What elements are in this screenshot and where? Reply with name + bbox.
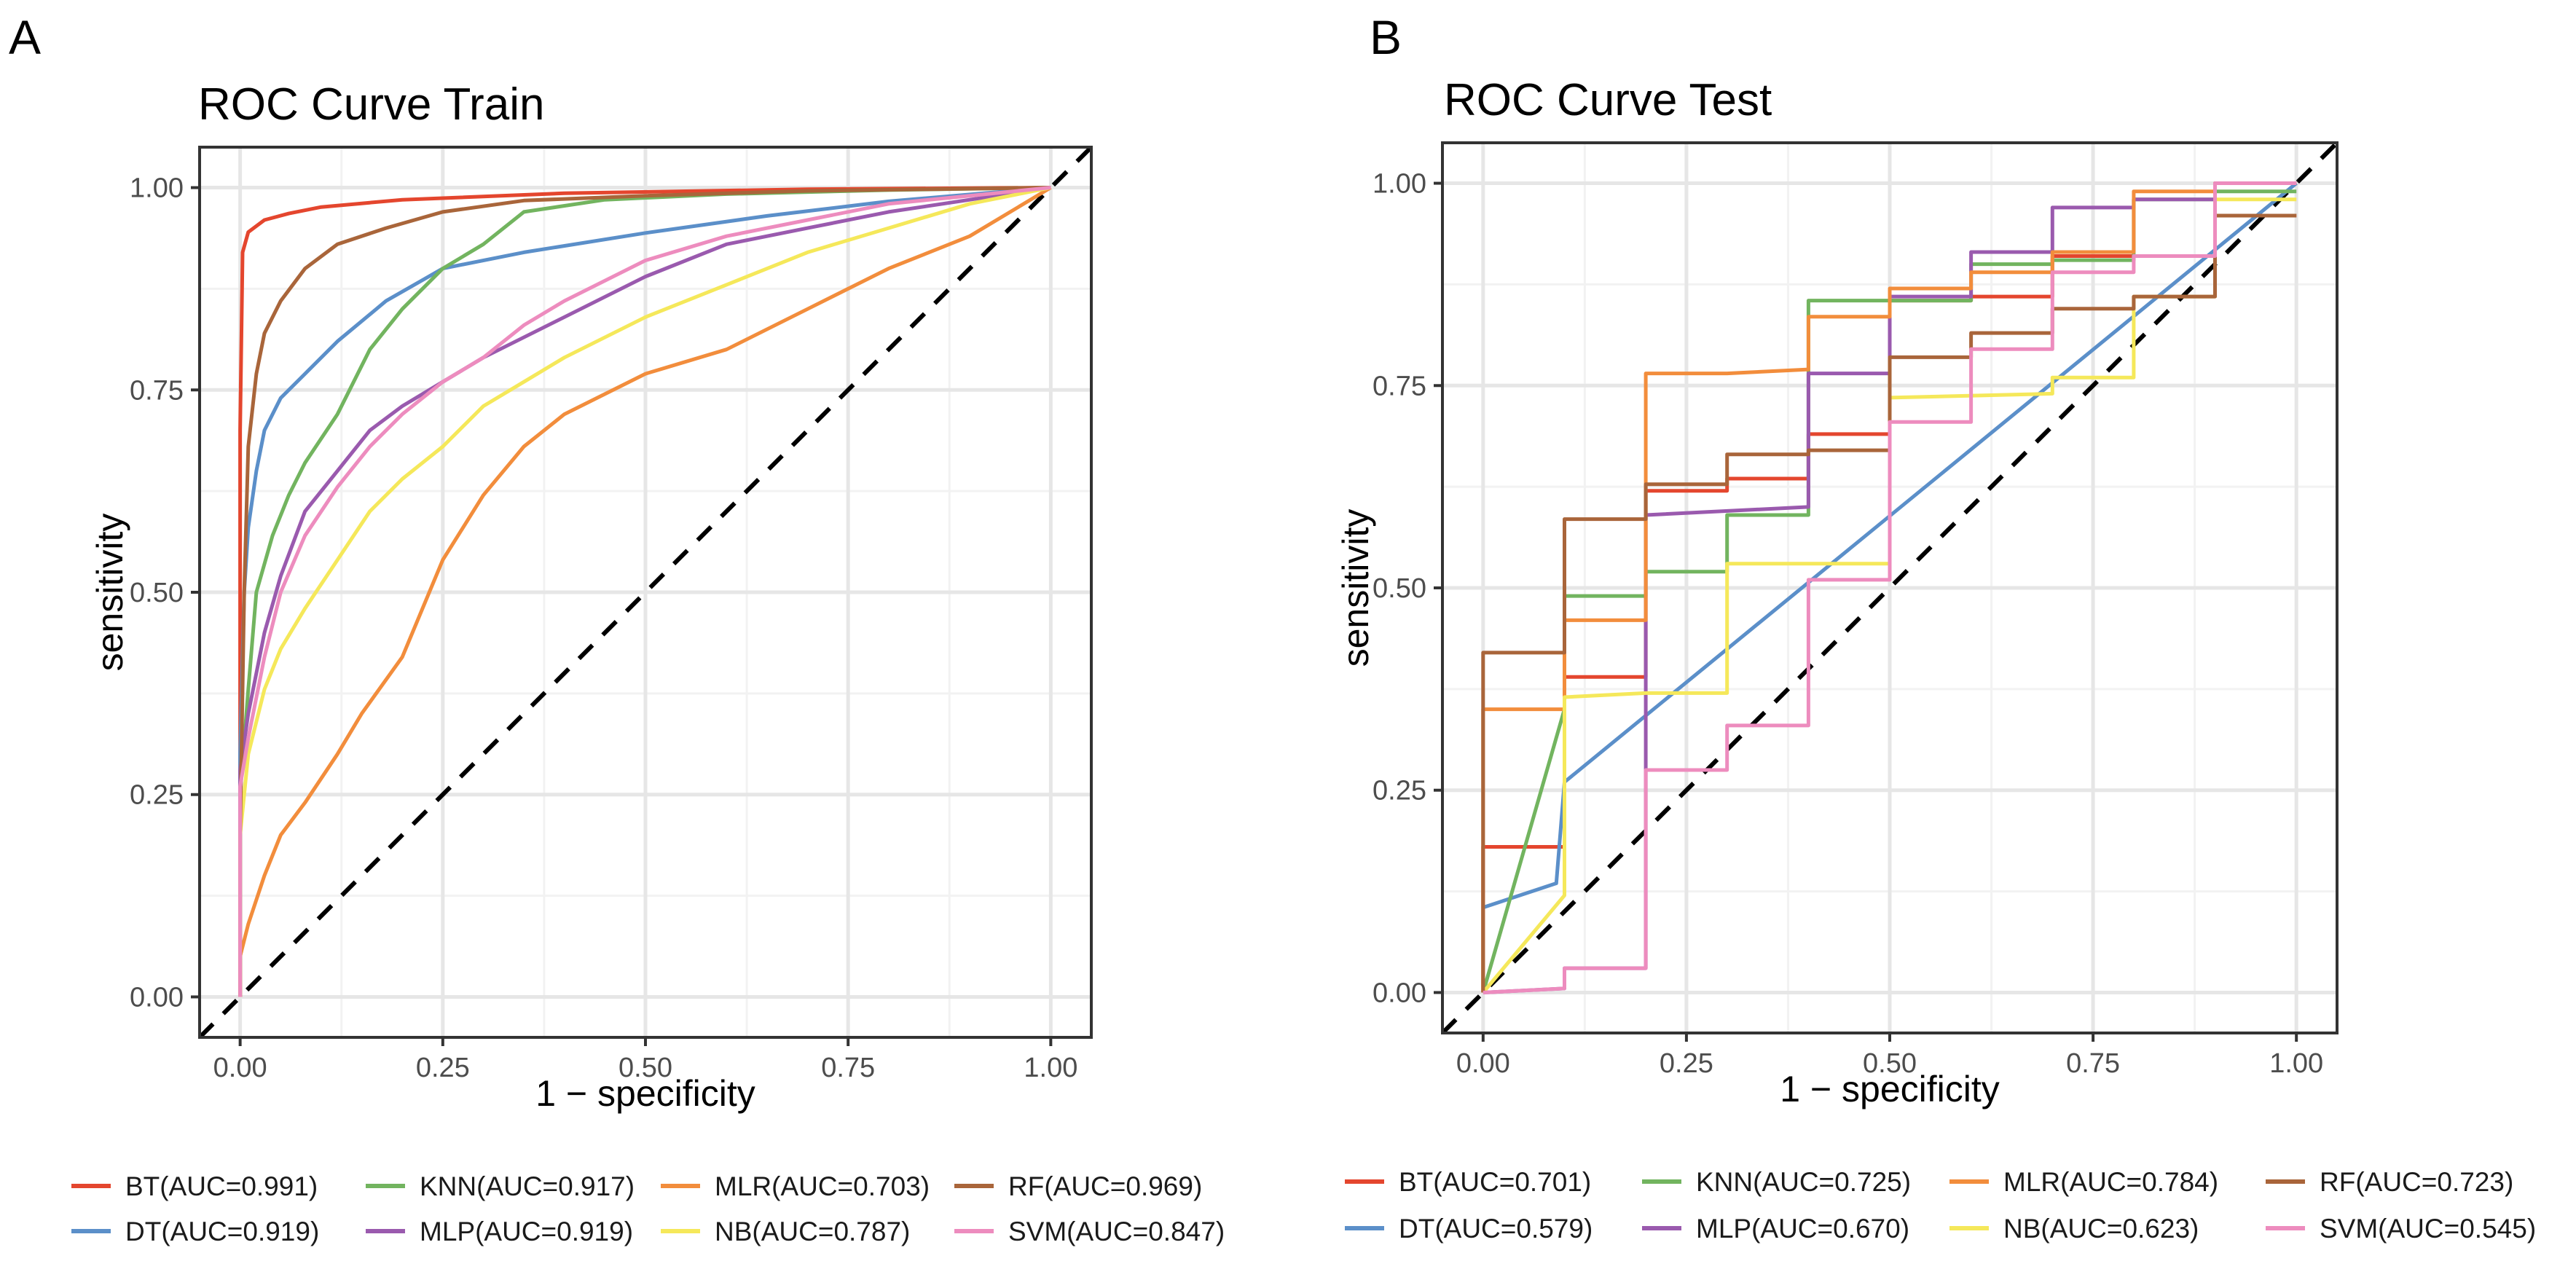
x-axis-label: 1 − specificity <box>1780 1069 2000 1109</box>
x-tick-label: 0.25 <box>1660 1048 1713 1079</box>
x-tick-label: 0.25 <box>416 1053 470 1083</box>
series-line-bt <box>238 186 1051 997</box>
y-tick-label: 1.00 <box>1373 169 1426 200</box>
panel-a-letter: A <box>9 10 41 64</box>
legend: BT(AUC=0.701) DT(AUC=0.579) KNN(AUC=0.725)… <box>1345 1167 2536 1244</box>
legend-label-nb: NB(AUC=0.787) <box>715 1217 910 1246</box>
x-tick-label: 0.00 <box>1456 1048 1510 1079</box>
legend-label-mlr: MLR(AUC=0.784) <box>2003 1167 2218 1197</box>
legend-label-rf: RF(AUC=0.969) <box>1008 1171 1202 1201</box>
y-tick-label: 0.00 <box>130 982 184 1013</box>
x-tick-label: 0.75 <box>821 1053 875 1083</box>
y-tick-label: 0.75 <box>130 375 184 406</box>
series-line-mlr <box>238 186 1052 997</box>
legend-label-mlp: MLP(AUC=0.670) <box>1696 1214 1909 1244</box>
y-tick-label: 0.25 <box>1373 776 1426 806</box>
panel-a-title: ROC Curve Train <box>198 79 544 130</box>
x-tick-label: 0.50 <box>1863 1048 1917 1079</box>
reference-diagonal <box>200 147 1091 1037</box>
y-axis-label: sensitivity <box>1335 509 1376 667</box>
reference-diagonal <box>1442 143 2337 1033</box>
legend-label-nb: NB(AUC=0.623) <box>2003 1214 2199 1244</box>
series-line-svm <box>238 186 1051 997</box>
x-tick-label: 1.00 <box>2269 1048 2323 1079</box>
y-tick-label: 0.75 <box>1373 371 1426 401</box>
x-tick-label: 0.75 <box>2066 1048 2120 1079</box>
legend-label-svm: SVM(AUC=0.847) <box>1008 1217 1225 1246</box>
y-tick-label: 0.50 <box>1373 573 1426 604</box>
legend-label-bt: BT(AUC=0.701) <box>1399 1167 1591 1197</box>
y-tick-label: 0.00 <box>1373 978 1426 1008</box>
series-line-nb <box>238 186 1051 997</box>
x-tick-label: 0.50 <box>619 1053 672 1083</box>
legend-label-mlr: MLR(AUC=0.703) <box>715 1171 930 1201</box>
legend-label-knn: KNN(AUC=0.725) <box>1696 1167 1911 1197</box>
panel-b-title: ROC Curve Test <box>1444 75 1772 125</box>
legend: BT(AUC=0.991) DT(AUC=0.919) KNN(AUC=0.917)… <box>71 1171 1225 1246</box>
y-axis-label: sensitivity <box>90 514 130 672</box>
legend-label-dt: DT(AUC=0.919) <box>125 1217 319 1246</box>
y-tick-label: 1.00 <box>130 173 184 204</box>
series-line-bt <box>1481 213 2297 993</box>
legend-label-bt: BT(AUC=0.991) <box>125 1171 318 1201</box>
series-line-mlr <box>1481 181 2297 993</box>
series-line-mlp <box>238 186 1051 997</box>
x-axis-label: 1 − specificity <box>535 1073 755 1114</box>
legend-label-knn: KNN(AUC=0.917) <box>420 1171 635 1201</box>
series-line-rf <box>238 186 1051 997</box>
y-tick-label: 0.25 <box>130 780 184 811</box>
legend-label-rf: RF(AUC=0.723) <box>2320 1167 2513 1197</box>
y-tick-label: 0.50 <box>130 578 184 608</box>
legend-label-svm: SVM(AUC=0.545) <box>2320 1214 2536 1244</box>
legend-label-mlp: MLP(AUC=0.919) <box>420 1217 633 1246</box>
panel-b-test: B ROC Curve Test 0.00 0.00 0.25 0.25 0.50 0.5… <box>1335 10 2536 1244</box>
x-tick-label: 0.00 <box>213 1053 267 1083</box>
x-tick-label: 1.00 <box>1024 1053 1077 1083</box>
legend-label-dt: DT(AUC=0.579) <box>1399 1214 1593 1244</box>
series-line-knn <box>238 186 1051 997</box>
series-line-dt <box>1483 181 2298 910</box>
panel-a-train: A ROC Curve Train 0.00 0.00 0.25 0.25 0.50 0.… <box>9 10 1225 1246</box>
series-line-svm <box>1483 181 2297 994</box>
panel-b-letter: B <box>1370 10 1402 64</box>
